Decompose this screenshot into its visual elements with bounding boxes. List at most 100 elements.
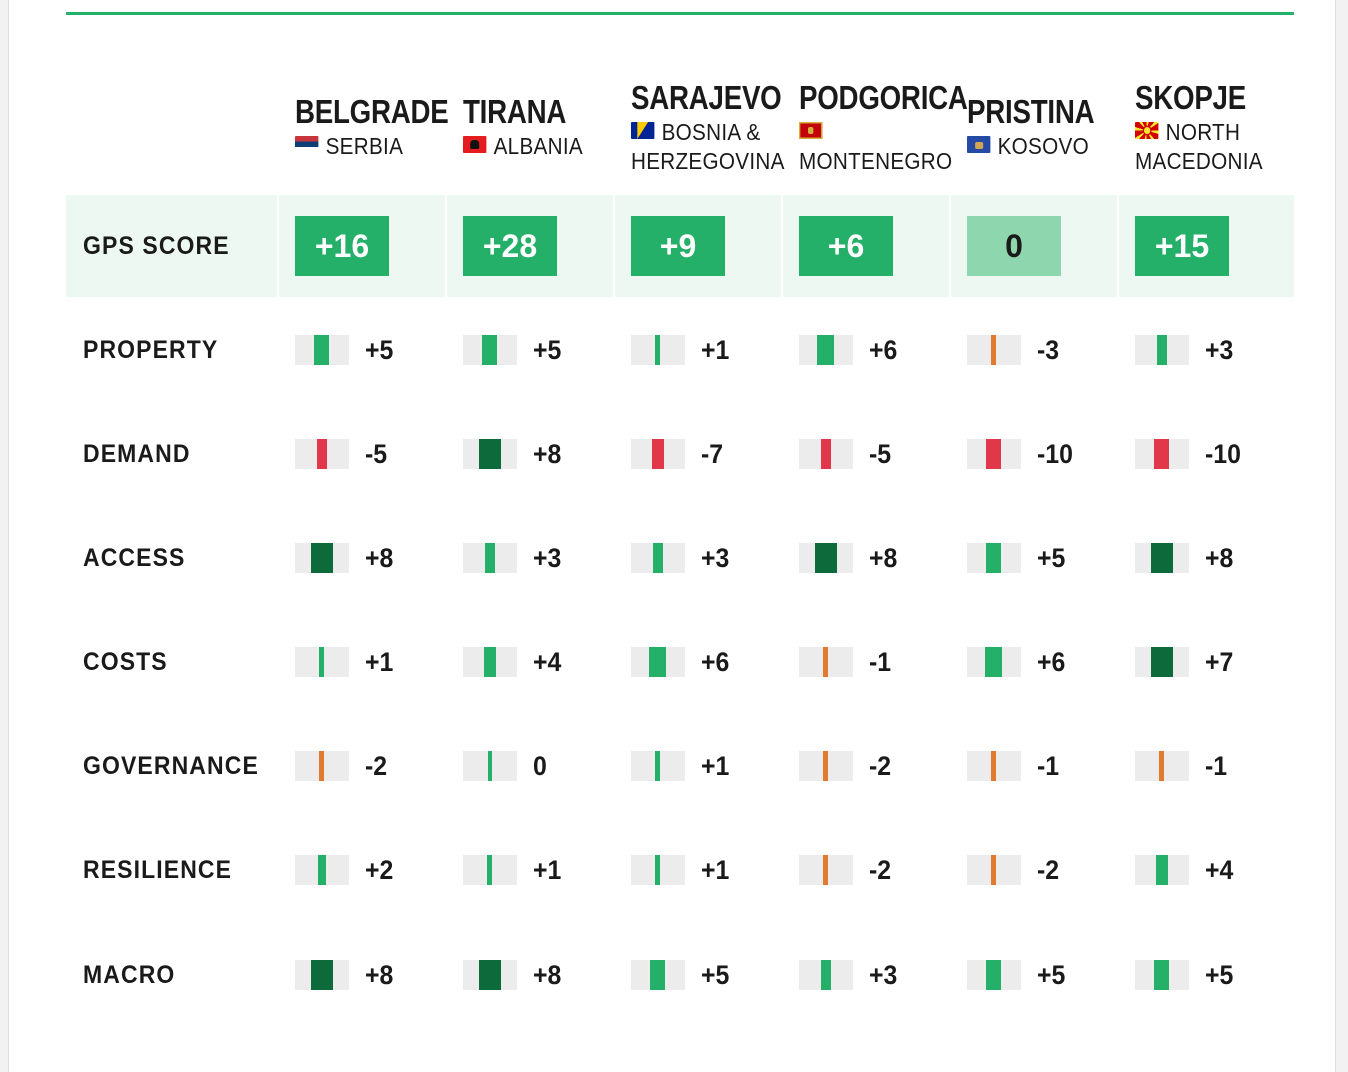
country-name: MONTENEGRO [799, 118, 970, 176]
country-name: KOSOVO [967, 132, 1138, 161]
metric-bar [967, 751, 1021, 781]
metric-bar [1135, 751, 1189, 781]
serbia-flag-icon [295, 136, 319, 153]
country-label: NORTH MACEDONIA [1135, 119, 1263, 174]
metric-value: +3 [701, 543, 730, 573]
metric-bar [967, 543, 1021, 573]
metric-bar [463, 335, 517, 365]
metric-bar-fill [319, 751, 324, 781]
metric-bar-fill [311, 960, 333, 990]
metric-bar [967, 335, 1021, 365]
metric-value: +5 [365, 335, 394, 365]
country-label: ALBANIA [493, 133, 583, 159]
kosovo-flag-icon [967, 136, 991, 153]
metric-value: +5 [1205, 960, 1234, 990]
metric-value: 0 [533, 751, 547, 781]
metric-bar-fill [655, 335, 660, 365]
gps-column-separator [277, 195, 279, 297]
metric-bar [799, 647, 853, 677]
country-label: SERBIA [325, 133, 404, 159]
metric-bar [463, 751, 517, 781]
metric-bar-fill [1159, 751, 1164, 781]
metric-value: +2 [365, 855, 394, 885]
montenegro-flag-icon [799, 122, 823, 139]
metric-value: -7 [701, 439, 724, 469]
metric-bar-fill [487, 855, 492, 885]
city-name: BELGRADE [295, 93, 449, 130]
country-name: SERBIA [295, 132, 466, 161]
metric-value: -2 [365, 751, 388, 781]
metric-bar [631, 960, 685, 990]
metric-bar-fill [991, 335, 996, 365]
metric-value: +3 [869, 960, 898, 990]
metric-value: +1 [365, 647, 394, 677]
city-header: BELGRADE SERBIA [295, 92, 463, 161]
metric-bar [631, 751, 685, 781]
metric-label: COSTS [83, 648, 168, 676]
gps-score-badge: +16 [295, 216, 389, 276]
metric-bar-fill [479, 439, 501, 469]
metric-value: +1 [701, 751, 730, 781]
score-card: BELGRADE SERBIA TIRANA ALBANIA SARAJEVO BOSNI… [8, 0, 1336, 1072]
city-header: SKOPJE NORTH MACEDONIA [1135, 78, 1303, 176]
metric-bar-fill [985, 647, 1002, 677]
metric-value: -3 [1037, 335, 1060, 365]
metric-value: -5 [869, 439, 892, 469]
city-header: PRISTINA KOSOVO [967, 92, 1135, 161]
metric-bar-fill [991, 751, 996, 781]
bosnia-flag-icon [631, 122, 655, 139]
metric-label: MACRO [83, 961, 176, 989]
gps-score-badge: +15 [1135, 216, 1229, 276]
gps-column-separator [781, 195, 783, 297]
city-name: SARAJEVO [631, 79, 782, 116]
metric-value: -2 [1037, 855, 1060, 885]
metric-bar-fill [479, 960, 501, 990]
city-header: PODGORICA MONTENEGRO [799, 78, 970, 176]
top-accent-line [66, 12, 1294, 15]
metric-bar-fill [485, 543, 495, 573]
metric-bar [463, 439, 517, 469]
metric-value: +8 [533, 439, 562, 469]
metric-bar [463, 647, 517, 677]
metric-value: +8 [1205, 543, 1234, 573]
metric-bar-fill [319, 647, 324, 677]
metric-value: -10 [1037, 439, 1073, 469]
metric-bar-fill [314, 335, 329, 365]
country-label: MONTENEGRO [799, 148, 953, 174]
metric-bar-fill [817, 335, 834, 365]
metric-value: +5 [1037, 960, 1066, 990]
metric-bar [295, 647, 349, 677]
metric-bar [631, 855, 685, 885]
city-header: TIRANA ALBANIA [463, 92, 631, 161]
metric-value: +3 [1205, 335, 1234, 365]
metric-bar [295, 751, 349, 781]
metric-bar [631, 647, 685, 677]
metric-bar [799, 855, 853, 885]
metric-value: +8 [365, 960, 394, 990]
metric-bar-fill [986, 543, 1001, 573]
metric-bar [463, 855, 517, 885]
gps-column-separator [949, 195, 951, 297]
gps-column-separator [1117, 195, 1119, 297]
metric-bar [799, 439, 853, 469]
metric-value: +4 [1205, 855, 1234, 885]
gps-column-separator [613, 195, 615, 297]
country-name: NORTH MACEDONIA [1135, 118, 1306, 176]
metric-value: +7 [1205, 647, 1234, 677]
metric-bar [799, 751, 853, 781]
metric-bar [967, 855, 1021, 885]
metric-bar [463, 960, 517, 990]
metric-bar-fill [311, 543, 333, 573]
metric-bar-fill [1157, 335, 1167, 365]
gps-score-badge: +9 [631, 216, 725, 276]
metric-bar [1135, 960, 1189, 990]
metric-bar-fill [1151, 647, 1173, 677]
metric-label: RESILIENCE [83, 856, 233, 884]
city-name: TIRANA [463, 93, 567, 130]
metric-value: -1 [1205, 751, 1228, 781]
metric-value: -2 [869, 855, 892, 885]
metric-value: -1 [869, 647, 892, 677]
metric-bar-fill [1154, 960, 1169, 990]
metric-bar-fill [652, 439, 664, 469]
metric-bar [967, 439, 1021, 469]
